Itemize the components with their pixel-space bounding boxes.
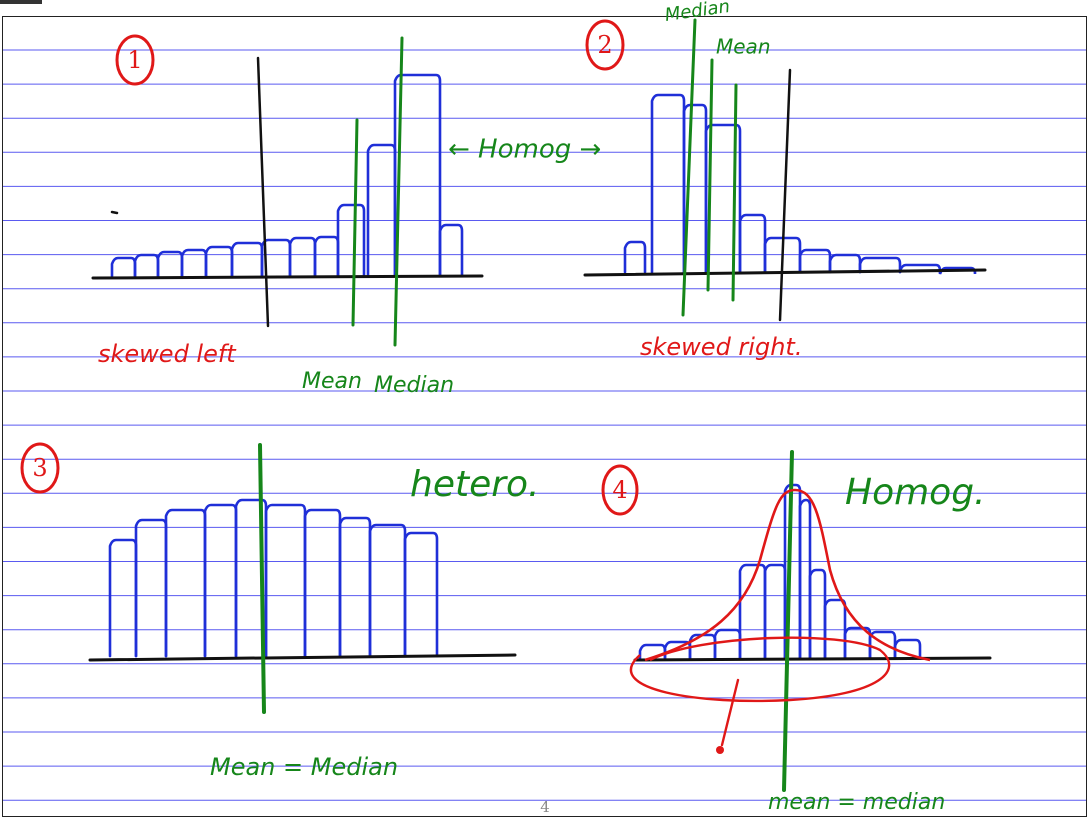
- annotation: Homog.: [845, 472, 985, 513]
- annotation: Mean: [716, 35, 771, 59]
- panel-number: 1: [127, 46, 142, 74]
- panel-number: 4: [612, 476, 627, 504]
- caption: Mean = Median: [210, 753, 398, 781]
- panel-number: 3: [32, 454, 47, 482]
- baseline: [635, 658, 990, 660]
- baseline: [93, 276, 482, 278]
- dot: [112, 212, 117, 213]
- annotation: Median: [374, 373, 454, 398]
- notes-page: 1 2 3 4 skewed left Mean Median ← Homog …: [0, 0, 1089, 820]
- caption: skewed right.: [640, 333, 802, 361]
- annotation: Mean: [302, 369, 362, 394]
- caption: skewed left: [98, 340, 237, 368]
- caption: mean = median: [768, 790, 945, 815]
- annotation: ← Homog →: [448, 135, 601, 165]
- panel-number: 2: [597, 31, 612, 59]
- tab: [0, 0, 42, 4]
- pointer-dot: [716, 746, 724, 754]
- annotation: hetero.: [410, 464, 540, 505]
- page-background: [0, 0, 1089, 820]
- page-number: 4: [540, 798, 550, 816]
